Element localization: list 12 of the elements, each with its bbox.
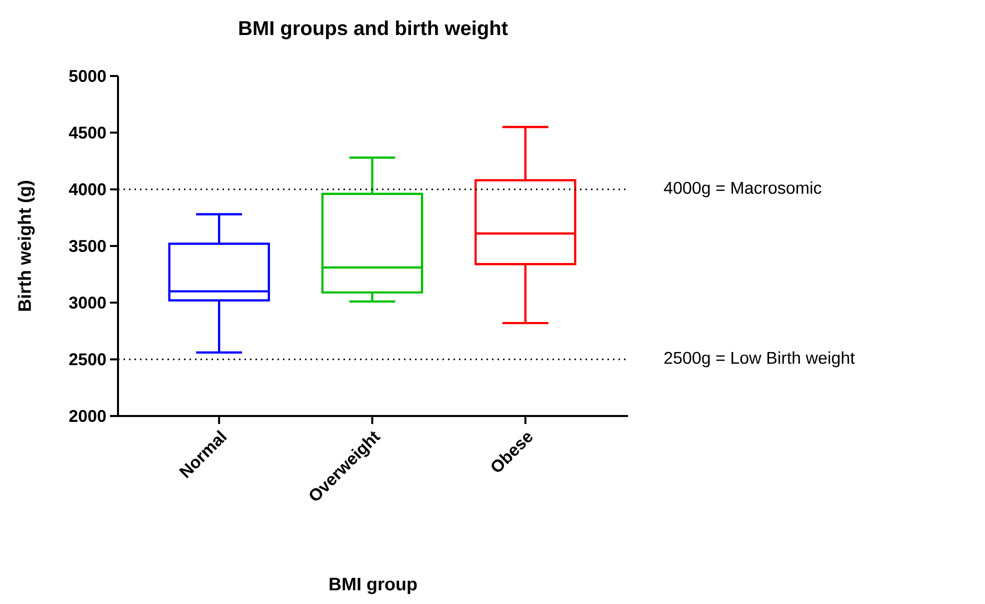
x-axis-title: BMI group — [330, 578, 417, 594]
ref-line-label: 2500g = Low Birth weight — [664, 351, 855, 368]
y-tick-label: 4500 — [68, 126, 106, 139]
y-tick-label: 4000 — [68, 183, 106, 196]
y-tick-label: 5000 — [69, 70, 106, 82]
y-axis-title: Birth weight (g) — [18, 180, 35, 311]
y-tick-label: 2500 — [69, 353, 106, 366]
ref-line-label: 4000g = Macrosomic — [664, 181, 822, 198]
y-tick-label: 2000 — [69, 410, 106, 422]
chart-title: BMI groups and birth weight — [239, 20, 508, 40]
y-tick-label: 3500 — [69, 240, 106, 252]
y-tick-label: 3000 — [69, 296, 106, 309]
